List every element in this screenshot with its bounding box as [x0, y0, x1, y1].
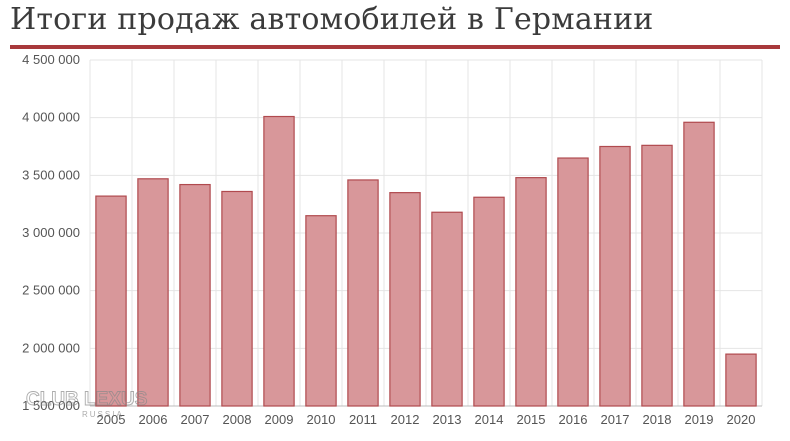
chart-title: Итоги продаж автомобилей в Германии — [10, 2, 654, 37]
title-divider — [10, 45, 780, 49]
x-tick-label: 2013 — [433, 412, 462, 427]
x-tick-label: 2015 — [517, 412, 546, 427]
x-tick-label: 2012 — [391, 412, 420, 427]
bar-2008 — [221, 190, 253, 407]
x-tick-label: 2011 — [349, 412, 377, 427]
y-axis-labels: 1 500 000 2 000 000 2 500 000 3 000 000 3 50… — [22, 52, 80, 413]
x-tick-label: 2009 — [265, 412, 294, 427]
x-tick-label: 2007 — [181, 412, 210, 427]
bar-2011 — [347, 179, 379, 407]
x-tick-label: 2010 — [307, 412, 336, 427]
bar-2017 — [599, 145, 631, 407]
x-tick-label: 2019 — [685, 412, 714, 427]
bar-2014 — [473, 196, 505, 407]
bars — [95, 115, 757, 407]
x-tick-label: 2006 — [139, 412, 168, 427]
bar-2010 — [305, 215, 337, 407]
watermark-subtext: RUSSIA — [82, 410, 124, 419]
x-tick-label: 2005 — [97, 412, 126, 427]
y-tick-label: 1 500 000 — [22, 398, 80, 413]
bar-2019 — [683, 121, 715, 407]
x-tick-label: 2008 — [223, 412, 252, 427]
watermark-logo: CLUB LEXUS RUSSIA — [26, 389, 148, 419]
y-tick-label: 3 500 000 — [22, 167, 80, 182]
x-tick-label: 2020 — [727, 412, 756, 427]
x-tick-label: 2016 — [559, 412, 588, 427]
bar-2005 — [95, 195, 127, 407]
y-tick-label: 4 500 000 — [22, 52, 80, 67]
bar-2018 — [641, 144, 673, 407]
x-axis-labels: 2005 2006 2007 2008 2009 2010 2011 2012 2013 2014… — [97, 412, 756, 427]
x-tick-label: 2018 — [643, 412, 672, 427]
bar-2013 — [431, 211, 463, 407]
y-tick-label: 4 000 000 — [22, 110, 80, 125]
bar-2015 — [515, 177, 547, 407]
bar-2020 — [725, 353, 757, 407]
x-tick-label: 2017 — [601, 412, 630, 427]
y-tick-label: 3 000 000 — [22, 225, 80, 240]
watermark-text: CLUB LEXUS — [26, 389, 147, 410]
bar-2006 — [137, 178, 169, 407]
bar-2007 — [179, 183, 211, 407]
bar-2016 — [557, 157, 589, 407]
x-tick-label: 2014 — [475, 412, 504, 427]
y-tick-label: 2 500 000 — [22, 283, 80, 298]
bar-2012 — [389, 192, 421, 407]
bar-2009 — [263, 115, 295, 407]
y-tick-label: 2 000 000 — [22, 340, 80, 355]
